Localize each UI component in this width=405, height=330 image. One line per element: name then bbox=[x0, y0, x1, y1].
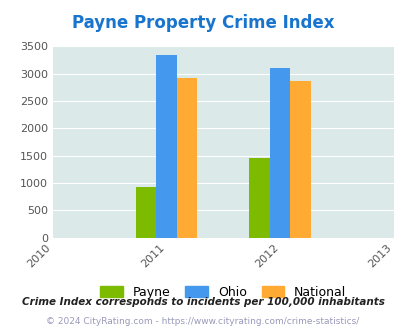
Bar bbox=[269, 68, 290, 238]
Bar bbox=[249, 158, 269, 238]
Text: Crime Index corresponds to incidents per 100,000 inhabitants: Crime Index corresponds to incidents per… bbox=[21, 297, 384, 307]
Text: © 2024 CityRating.com - https://www.cityrating.com/crime-statistics/: © 2024 CityRating.com - https://www.city… bbox=[46, 317, 359, 326]
Bar bbox=[135, 187, 156, 238]
Bar bbox=[156, 55, 176, 238]
Legend: Payne, Ohio, National: Payne, Ohio, National bbox=[100, 286, 345, 299]
Bar bbox=[290, 81, 310, 238]
Text: Payne Property Crime Index: Payne Property Crime Index bbox=[72, 14, 333, 32]
Bar bbox=[176, 78, 197, 238]
